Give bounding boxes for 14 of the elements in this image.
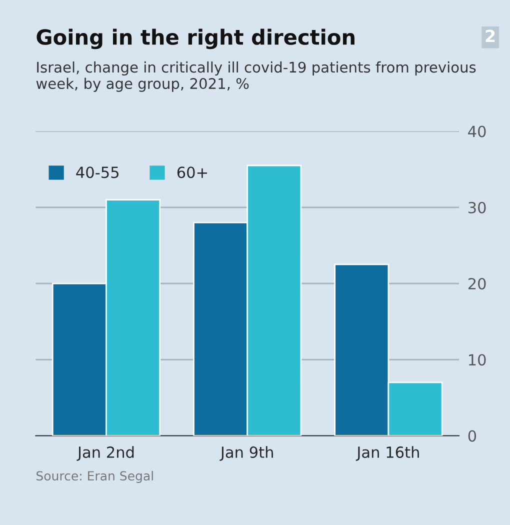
y-tick-label: 30 xyxy=(468,202,486,214)
text: 2 xyxy=(486,30,495,42)
chart-title: Going in the right direction xyxy=(36,28,354,50)
chart-subtitle: Israel, change in critically ill covid-19 patients from previous week, by age group, 2021, % xyxy=(36,61,476,92)
y-tick-label: 0 xyxy=(468,430,476,442)
legend-label: 60+ xyxy=(177,166,207,178)
y-tick-label: 10 xyxy=(469,354,486,366)
y-tick-label: 20 xyxy=(468,278,486,290)
y-tick-label: 40 xyxy=(468,126,486,138)
source-note: Source: Eran Segal xyxy=(36,470,153,483)
x-tick-label: Jan 9th xyxy=(220,446,273,461)
legend-label: 40-55 xyxy=(76,166,118,178)
x-tick-label: Jan 2nd xyxy=(76,446,134,461)
x-tick-label: Jan 16th xyxy=(356,446,419,461)
